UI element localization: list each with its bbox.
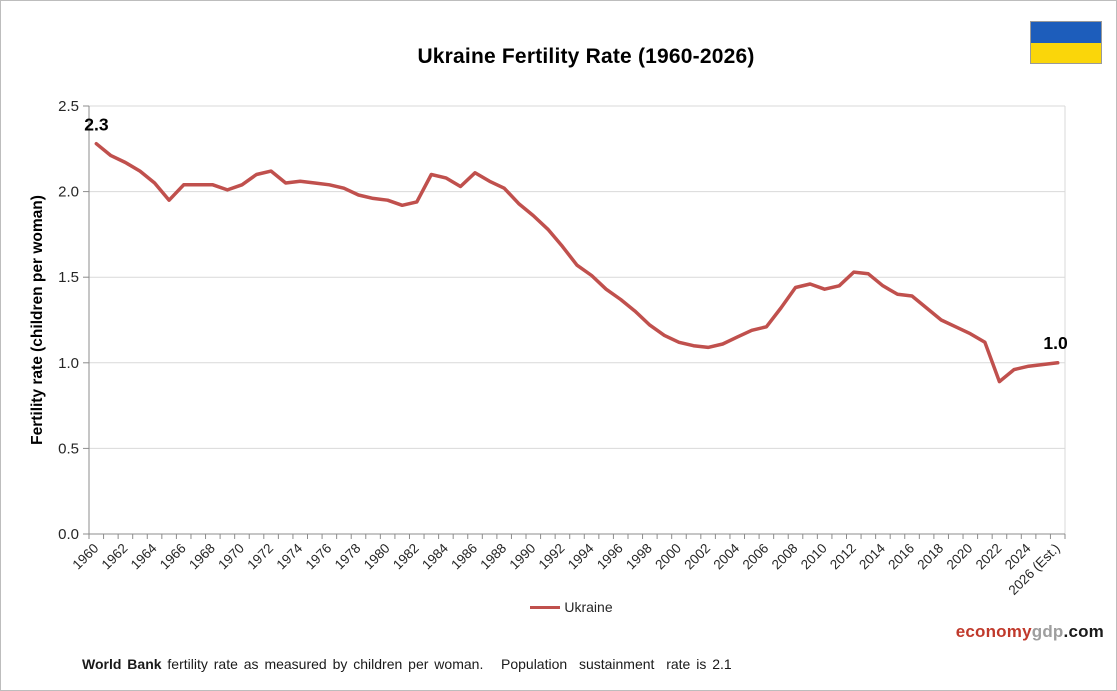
x-tick-label: 1984 [419, 540, 451, 572]
x-tick-label: 2006 [740, 541, 772, 573]
x-tick-label: 1998 [623, 541, 655, 573]
x-tick-label: 1970 [215, 541, 247, 573]
y-tick-label: 0.0 [58, 526, 79, 543]
y-tick-label: 2.5 [58, 98, 79, 115]
x-tick-label: 1986 [448, 541, 480, 573]
x-tick-label: 2004 [711, 540, 743, 572]
x-tick-label: 1992 [536, 541, 568, 573]
brand-economy: economy [955, 622, 1032, 641]
legend-line-swatch [530, 605, 561, 609]
brand-gdp: gdp [1031, 622, 1064, 641]
flag-yellow-stripe [1031, 42, 1101, 63]
x-tick-label: 1978 [332, 541, 364, 573]
x-tick-label: 1962 [99, 541, 131, 573]
x-tick-label: 1976 [303, 541, 335, 573]
flag-blue-stripe [1031, 22, 1101, 43]
y-tick-label: 1.5 [58, 269, 79, 286]
annotation-1.0: 1.0 [1043, 333, 1068, 353]
brand-com: .com [1063, 622, 1104, 641]
x-tick-label: 2000 [652, 541, 684, 573]
x-tick-label: 2012 [827, 541, 859, 573]
chart-title: Ukraine Fertility Rate (1960-2026) [417, 45, 755, 68]
x-tick-label: 2020 [944, 541, 976, 573]
source-description: fertility rate as measured by children p… [161, 656, 732, 672]
x-tick-label: 1996 [594, 541, 626, 573]
x-tick-label: 1964 [128, 540, 160, 572]
x-tick-label: 2018 [914, 541, 946, 573]
legend-label: Ukraine [564, 599, 613, 615]
x-tick-label: 2016 [885, 541, 917, 573]
x-tick-label: 1966 [157, 541, 189, 573]
source-name: World Bank [82, 656, 162, 672]
x-tick-label: 1972 [244, 541, 276, 573]
x-tick-label: 1988 [477, 541, 509, 573]
x-tick-label: 1968 [186, 541, 218, 573]
x-tick-label: 2014 [856, 540, 888, 572]
x-tick-label: 1974 [273, 540, 305, 572]
y-tick-label: 0.5 [58, 440, 79, 457]
y-tick-label: 1.0 [58, 355, 79, 372]
x-tick-label: 1960 [70, 541, 102, 573]
ukraine-series-line [94, 141, 1060, 384]
x-tick-label: 1994 [565, 540, 597, 572]
x-tick-label: 2002 [681, 541, 713, 573]
x-tick-label: 2022 [973, 541, 1005, 573]
x-tick-label: 2010 [798, 541, 830, 573]
x-tick-label: 1982 [390, 541, 422, 573]
x-tick-label: 1990 [507, 541, 539, 573]
chart-legend: Ukraine [14, 599, 1116, 615]
annotation-2.3: 2.3 [84, 115, 109, 135]
brand-watermark: economygdp.com [956, 622, 1104, 642]
x-tick-label: 1980 [361, 541, 393, 573]
ukraine-flag-icon [1030, 21, 1102, 64]
x-tick-label: 2008 [769, 541, 801, 573]
source-note: World Bank fertility rate as measured by… [82, 656, 732, 672]
y-tick-label: 2.0 [58, 184, 79, 201]
